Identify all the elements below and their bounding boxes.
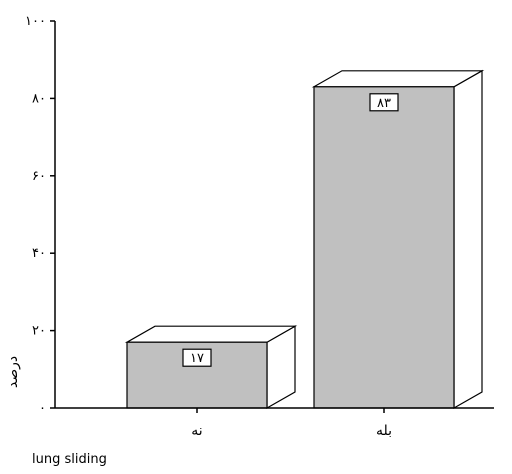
y-tick-label: ۲۰ [32, 324, 46, 339]
bar-front-face [313, 86, 455, 409]
y-tick-label: ۸۰ [32, 91, 46, 106]
bar: ۱۷ [124, 325, 298, 410]
bar-top-face [311, 70, 485, 88]
y-axis-label: درصد [5, 356, 21, 388]
bars-group: ۱۷ ۸۳ [124, 69, 485, 410]
bar-side-face [453, 69, 483, 410]
y-ticks-group: ۰ ۲۰ ۴۰ ۶۰ ۸۰ ۱۰۰ [25, 14, 55, 416]
data-label: ۱۷ [190, 351, 204, 366]
x-ticks-group: نه بله [191, 408, 392, 439]
data-label-box [182, 348, 212, 367]
x-tick-label: بله [376, 423, 392, 439]
y-tick-label: ۱۰۰ [25, 14, 46, 29]
x-axis-label: lung sliding [32, 452, 107, 467]
data-label: ۸۳ [377, 96, 391, 111]
x-tick-label: نه [191, 423, 202, 439]
y-tick-label: ۴۰ [32, 246, 46, 261]
y-tick-label: ۶۰ [32, 169, 46, 184]
data-label-box [369, 93, 399, 112]
y-tick-label: ۰ [39, 401, 46, 416]
bar: ۸۳ [311, 69, 485, 410]
bar-top-face [124, 325, 298, 343]
